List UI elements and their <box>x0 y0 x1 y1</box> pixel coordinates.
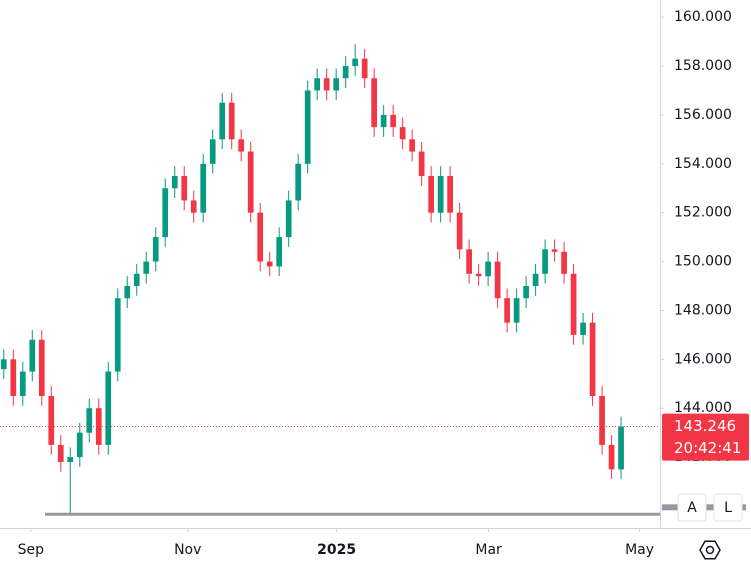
candle-body <box>532 273 539 286</box>
candle-body <box>361 58 368 79</box>
candle-body <box>95 408 102 445</box>
candle-body <box>162 188 169 238</box>
candle-body <box>570 273 577 335</box>
y-tick-label: 150.000 <box>674 254 732 270</box>
last-price-box <box>662 413 749 461</box>
y-tick-label: 156.000 <box>674 107 732 123</box>
candle-body <box>466 249 472 274</box>
candle-body <box>10 359 17 396</box>
x-tick-label: 2025 <box>317 542 356 558</box>
candle-body <box>219 102 226 140</box>
candle-body <box>608 444 615 470</box>
x-tick-label: Nov <box>174 542 201 558</box>
candle-body <box>133 273 140 286</box>
candle-body <box>209 139 216 164</box>
candle-body <box>494 261 501 299</box>
scale-button[interactable] <box>713 493 743 522</box>
candle-body <box>295 163 302 201</box>
x-tick-label: Mar <box>475 542 502 558</box>
y-tick-label: 146.000 <box>674 351 732 367</box>
candle-body <box>580 322 586 335</box>
candle-body <box>238 139 245 152</box>
candle-body <box>257 212 264 262</box>
scale-button[interactable] <box>677 493 707 522</box>
y-tick-label: 158.000 <box>674 58 732 74</box>
candle-body <box>190 200 197 213</box>
candle-body <box>551 249 558 252</box>
candle-body <box>228 102 235 140</box>
candle-body <box>181 176 188 201</box>
candle-body <box>114 298 121 372</box>
candle-body <box>428 176 434 213</box>
candle-body <box>504 298 510 323</box>
candle-body <box>48 396 55 445</box>
candle-body <box>409 139 415 152</box>
gear-hole <box>705 545 715 555</box>
candle-body <box>247 151 254 213</box>
candle-body <box>542 249 548 274</box>
candle-body <box>19 371 26 396</box>
candle-body <box>200 163 207 213</box>
candle-body <box>342 66 349 79</box>
candle-body <box>390 114 396 128</box>
candle-body <box>152 237 159 262</box>
candle-body <box>352 58 359 66</box>
candle-body <box>418 151 425 176</box>
y-tick-label: 144.000 <box>674 400 732 416</box>
candle-body <box>323 78 330 91</box>
candle-body <box>171 176 178 189</box>
candle-body <box>561 251 567 274</box>
settings-icon[interactable] <box>699 540 721 560</box>
candle-body <box>285 200 292 238</box>
candle-body <box>456 212 463 250</box>
y-tick-label: 152.000 <box>674 205 732 221</box>
y-tick-label: 154.000 <box>674 156 732 172</box>
scale-button-label[interactable]: L <box>724 500 732 516</box>
candle-body <box>29 339 36 372</box>
candle-body <box>513 298 520 323</box>
candle-body <box>38 339 45 396</box>
plot-area <box>0 44 660 516</box>
candle-body <box>76 432 83 458</box>
candle-body <box>0 359 7 370</box>
candle-body <box>447 176 453 213</box>
axes: 142.000144.000146.000148.000150.000152.0… <box>18 9 749 558</box>
candle-body <box>380 114 387 128</box>
candle-body <box>143 261 150 274</box>
last-price-label: 143.246 <box>674 417 736 435</box>
candle-body <box>475 273 482 277</box>
y-tick-label: 160.000 <box>674 9 732 25</box>
gear-shape <box>699 540 721 560</box>
candle-body <box>371 78 378 128</box>
candle-body <box>399 127 406 140</box>
y-tick-label: 148.000 <box>674 302 732 318</box>
candle-body <box>589 322 596 396</box>
scale-button-label[interactable]: A <box>687 500 697 516</box>
candle-body <box>276 237 283 267</box>
candle-body <box>304 90 311 164</box>
candle-body <box>599 396 605 445</box>
candle-body <box>314 78 321 91</box>
candle-body <box>67 457 74 462</box>
countdown-label: 20:42:41 <box>674 439 741 457</box>
candle-body <box>618 426 624 470</box>
candle-body <box>266 261 273 267</box>
candle-body <box>437 176 444 213</box>
x-tick-label: Sep <box>18 542 45 558</box>
candle-body <box>124 286 131 299</box>
candle-body <box>57 444 64 462</box>
candle-body <box>333 78 340 91</box>
candle-body <box>523 286 529 299</box>
x-tick-label: May <box>625 542 654 558</box>
candle-body <box>105 371 112 445</box>
candle-body <box>86 408 93 433</box>
candle-body <box>485 261 491 277</box>
